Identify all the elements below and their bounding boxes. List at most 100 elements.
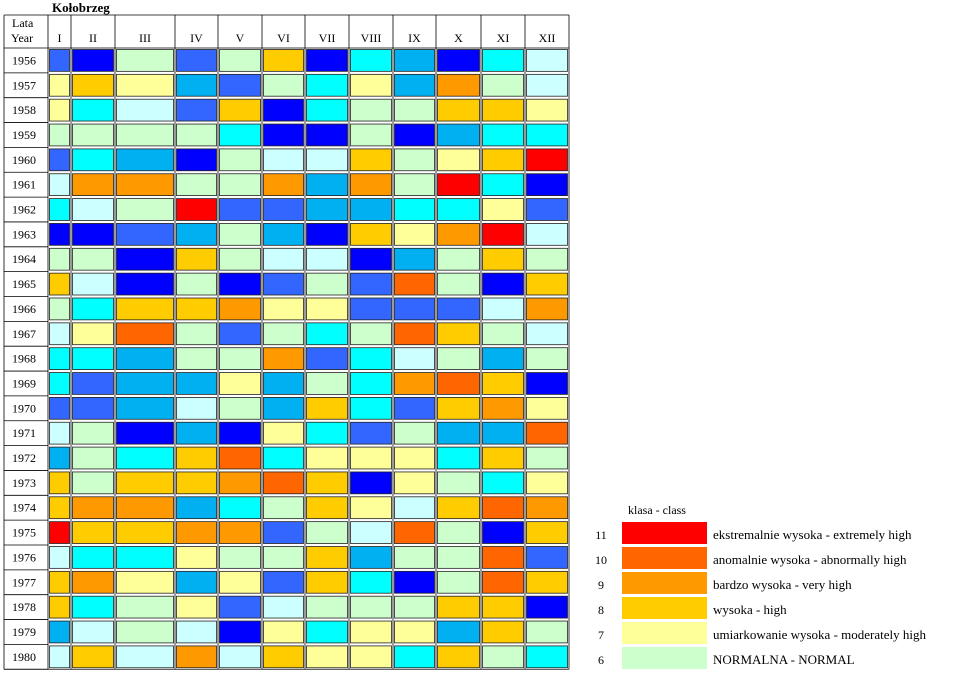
heatmap-cell [482, 98, 524, 122]
heatmap-cell [219, 272, 261, 296]
heatmap-cell [116, 421, 174, 445]
heatmap-cell [263, 247, 304, 271]
heatmap-cell [49, 148, 70, 172]
heatmap-cell [526, 322, 568, 346]
heatmap-cell [437, 521, 480, 544]
heatmap-cell [482, 620, 524, 644]
heatmap-cell [72, 198, 114, 221]
heatmap-cell [263, 198, 304, 221]
heatmap-cell [394, 421, 435, 445]
heatmap-cell [49, 223, 70, 246]
month-label: IX [408, 31, 421, 45]
corner-label-year: Year [11, 31, 33, 45]
heatmap-cell [482, 322, 524, 346]
heatmap-cell [116, 595, 174, 619]
heatmap-cell [394, 620, 435, 644]
heatmap-cell [219, 446, 261, 470]
heatmap-cell [350, 223, 392, 246]
heatmap-cell [306, 173, 348, 197]
heatmap-cell [306, 297, 348, 321]
heatmap-cell [482, 173, 524, 197]
year-label: 1969 [12, 376, 36, 390]
heatmap-cell [350, 173, 392, 197]
heatmap-cell [176, 347, 217, 370]
heatmap-cell [219, 347, 261, 370]
heatmap-cell [49, 396, 70, 420]
heatmap-cell [394, 595, 435, 619]
heatmap-cell [306, 446, 348, 470]
heatmap-cell [49, 645, 70, 669]
legend-label: NORMALNA - NORMAL [713, 652, 855, 667]
heatmap-cell [219, 421, 261, 445]
heatmap-cell [526, 247, 568, 271]
heatmap-cell [437, 372, 480, 395]
year-label: 1960 [12, 153, 36, 167]
heatmap-cell [72, 297, 114, 321]
heatmap-cell [394, 297, 435, 321]
year-label: 1980 [12, 650, 36, 664]
heatmap-cell [72, 396, 114, 420]
heatmap-cell [72, 496, 114, 520]
heatmap-cell [116, 98, 174, 122]
year-label: 1962 [12, 203, 36, 217]
year-label: 1967 [12, 327, 36, 341]
heatmap-cell [176, 98, 217, 122]
heatmap-cell [350, 546, 392, 569]
heatmap-cell [526, 372, 568, 395]
heatmap-cell [219, 396, 261, 420]
heatmap-cell [116, 347, 174, 370]
heatmap-cell [482, 223, 524, 246]
heatmap-cell [306, 570, 348, 594]
heatmap-cell [437, 173, 480, 197]
year-label: 1979 [12, 625, 36, 639]
heatmap-cell [482, 521, 524, 544]
month-label: I [58, 31, 62, 45]
heatmap-cell [176, 521, 217, 544]
heatmap-cell [350, 123, 392, 147]
heatmap-cell [394, 396, 435, 420]
heatmap-cell [350, 496, 392, 520]
year-label: 1978 [12, 600, 36, 614]
heatmap-cell [72, 620, 114, 644]
heatmap-cell [72, 471, 114, 495]
year-label: 1970 [12, 401, 36, 415]
year-label: 1966 [12, 302, 36, 316]
heatmap-cell [306, 595, 348, 619]
heatmap-cell [526, 173, 568, 197]
heatmap-cell [437, 620, 480, 644]
heatmap-cell [306, 73, 348, 97]
heatmap-cell [49, 123, 70, 147]
heatmap-cell [49, 98, 70, 122]
month-label: X [454, 31, 463, 45]
heatmap-cell [49, 297, 70, 321]
heatmap-cell [306, 620, 348, 644]
year-label: 1958 [12, 103, 36, 117]
legend-class-number: 11 [595, 528, 607, 542]
year-labels: 1956 1957 1958 1959 1960 1961 1962 1963 1964 1965… [12, 53, 36, 663]
year-label: 1972 [12, 451, 36, 465]
heatmap-cell [394, 98, 435, 122]
year-label: 1961 [12, 178, 36, 192]
heatmap-cell [350, 49, 392, 72]
heatmap-cell [306, 645, 348, 669]
heatmap-cell [72, 521, 114, 544]
heatmap-cell [263, 297, 304, 321]
heatmap-cell [437, 570, 480, 594]
legend-swatch [622, 647, 707, 669]
heatmap-cell [437, 272, 480, 296]
year-label: 1976 [12, 550, 36, 564]
heatmap-cell [219, 198, 261, 221]
legend-class-number: 10 [595, 553, 607, 567]
heatmap-cell [482, 570, 524, 594]
heatmap-cell [437, 73, 480, 97]
heatmap-cell [526, 546, 568, 569]
heatmap-cell [176, 49, 217, 72]
heatmap-cell [49, 49, 70, 72]
heatmap-cell [526, 471, 568, 495]
heatmap-cell [482, 645, 524, 669]
heatmap-cell [219, 570, 261, 594]
heatmap-cell [116, 396, 174, 420]
heatmap-cell [394, 446, 435, 470]
heatmap-cell [72, 645, 114, 669]
